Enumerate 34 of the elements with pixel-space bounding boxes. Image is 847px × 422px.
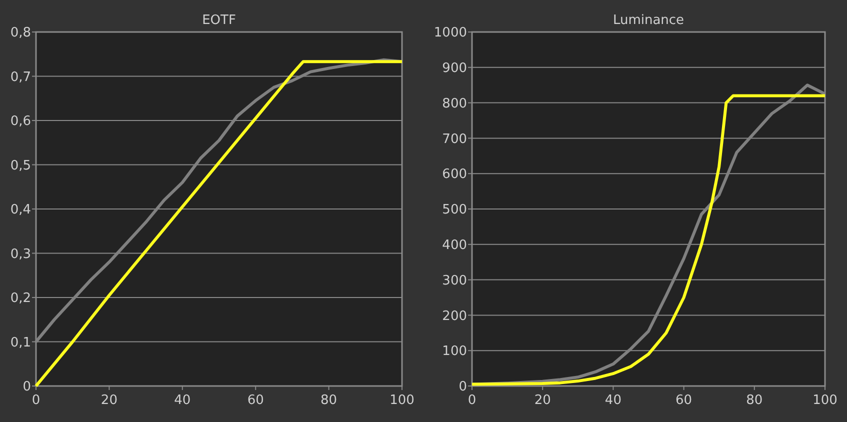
y-tick-label: 700 bbox=[442, 132, 467, 147]
y-tick-label: 900 bbox=[442, 60, 467, 76]
x-tick-label: 100 bbox=[390, 393, 414, 408]
y-tick-label: 0,8 bbox=[10, 26, 31, 41]
y-tick-label: 200 bbox=[442, 308, 467, 324]
x-tick-label: 100 bbox=[812, 393, 838, 408]
x-tick-label: 40 bbox=[604, 393, 622, 408]
x-tick-label: 0 bbox=[468, 393, 476, 408]
y-tick-label: 1000 bbox=[434, 26, 467, 41]
y-tick-label: 0,6 bbox=[10, 114, 31, 130]
x-tick-label: 80 bbox=[746, 393, 763, 408]
y-tick-label: 400 bbox=[442, 238, 467, 253]
y-tick-label: 600 bbox=[442, 167, 467, 182]
y-tick-label: 800 bbox=[442, 96, 467, 112]
x-tick-label: 0 bbox=[32, 393, 40, 408]
x-tick-label: 40 bbox=[174, 393, 191, 408]
y-tick-label: 500 bbox=[442, 202, 467, 218]
y-tick-label: 0,2 bbox=[10, 291, 31, 306]
x-tick-label: 20 bbox=[534, 393, 551, 408]
x-tick-label: 60 bbox=[247, 393, 264, 408]
x-tick-label: 80 bbox=[320, 393, 338, 408]
x-tick-label: 20 bbox=[100, 393, 118, 408]
y-tick-label: 0,3 bbox=[10, 246, 31, 262]
chart-title: EOTF bbox=[202, 13, 236, 28]
y-tick-label: 300 bbox=[442, 273, 467, 288]
y-tick-label: 100 bbox=[442, 344, 467, 360]
y-tick-label: 0,7 bbox=[10, 70, 31, 85]
y-tick-label: 0 bbox=[458, 380, 467, 395]
y-tick-label: 0,5 bbox=[10, 158, 31, 174]
y-tick-label: 0 bbox=[22, 380, 31, 395]
x-tick-label: 60 bbox=[676, 393, 692, 408]
y-tick-label: 0,4 bbox=[10, 202, 31, 218]
y-tick-label: 0,1 bbox=[10, 335, 31, 350]
chart-title: Luminance bbox=[612, 13, 684, 28]
